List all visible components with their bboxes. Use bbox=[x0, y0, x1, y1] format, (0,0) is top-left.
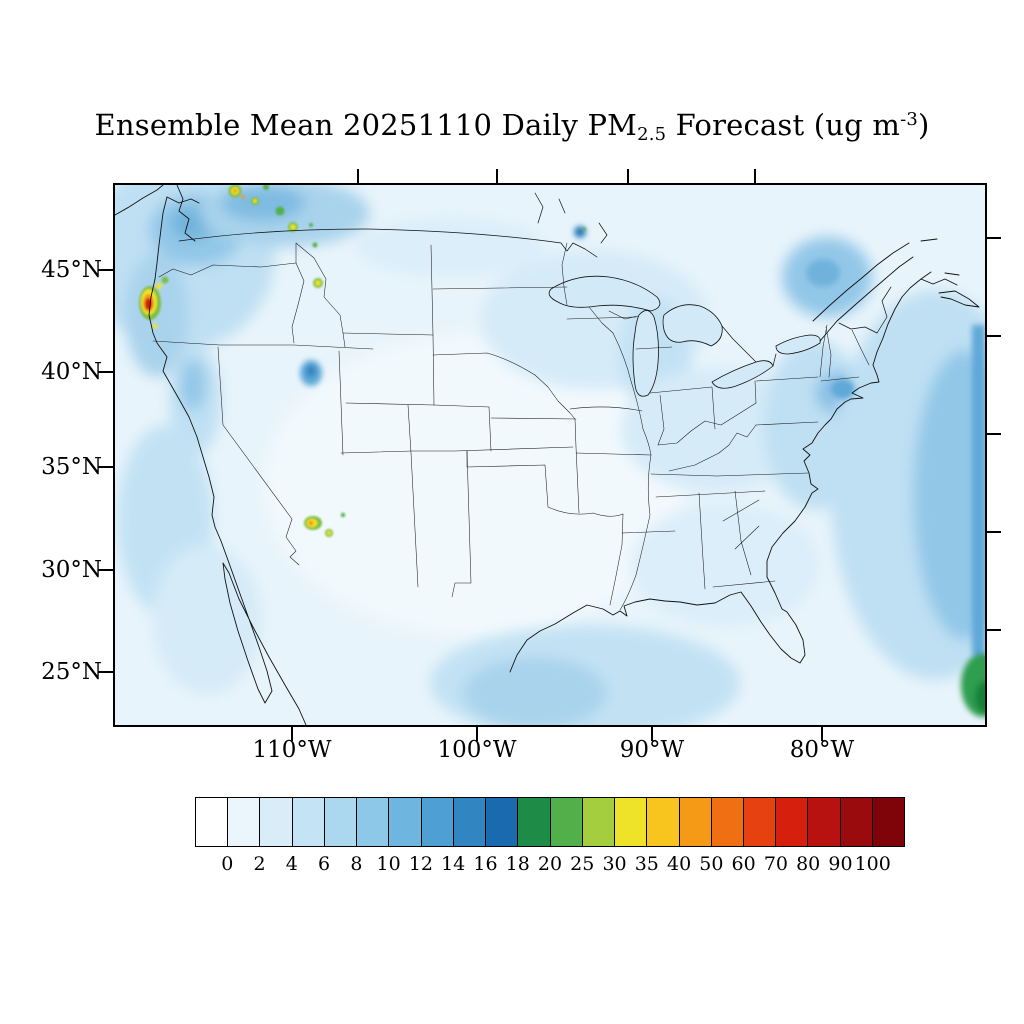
colorbar-cell bbox=[486, 798, 519, 846]
colorbar-cell bbox=[518, 798, 551, 846]
great-lakes bbox=[548, 275, 821, 397]
colorbar-cell bbox=[228, 798, 261, 846]
colorbar-tick-label: 12 bbox=[408, 853, 433, 875]
axis-tick bbox=[986, 335, 1001, 337]
lat-label-25n: 25°N bbox=[41, 659, 102, 685]
axis-tick bbox=[357, 169, 359, 184]
lon-label-80w: 80°W bbox=[789, 737, 855, 763]
colorbar-tick-label: 6 bbox=[318, 853, 331, 875]
colorbar-cell bbox=[324, 798, 358, 846]
lat-label-45n: 45°N bbox=[41, 257, 102, 283]
axis-tick bbox=[821, 726, 823, 741]
colorbar-tick-label: 0 bbox=[221, 853, 234, 875]
axis-tick bbox=[98, 371, 113, 373]
title-subscript: 2.5 bbox=[637, 124, 667, 146]
colorbar-cell bbox=[743, 798, 777, 846]
colorbar-cell bbox=[292, 798, 325, 846]
colorbar-tick-label: 70 bbox=[763, 853, 788, 875]
axis-tick bbox=[754, 169, 756, 184]
colorbar-tick-label: 50 bbox=[699, 853, 724, 875]
axis-tick bbox=[98, 466, 113, 468]
colorbar-cell bbox=[421, 798, 454, 846]
state-borders bbox=[152, 242, 870, 611]
axis-tick bbox=[496, 169, 498, 184]
colorbar-cell bbox=[840, 798, 873, 846]
colorbar-cell bbox=[776, 798, 809, 846]
colorbar-cell bbox=[872, 798, 905, 846]
axis-tick bbox=[986, 629, 1001, 631]
title-text: Ensemble Mean 20251110 Daily PM bbox=[94, 108, 638, 142]
colorbar-tick-label: 100 bbox=[854, 853, 891, 875]
colorbar-cell bbox=[711, 798, 744, 846]
colorbar-tick-label: 35 bbox=[634, 853, 659, 875]
page-title: Ensemble Mean 20251110 Daily PM2.5 Forec… bbox=[0, 108, 1024, 145]
axis-tick bbox=[986, 433, 1001, 435]
map-frame bbox=[113, 183, 987, 727]
axis-tick bbox=[986, 531, 1001, 533]
colorbar-tick-label: 10 bbox=[376, 853, 401, 875]
lat-label-40n: 40°N bbox=[41, 359, 102, 385]
axis-tick bbox=[627, 169, 629, 184]
coastlines bbox=[115, 185, 980, 725]
colorbar-cell bbox=[196, 798, 229, 846]
lon-label-110w: 110°W bbox=[252, 737, 332, 763]
colorbar-tick-label: 60 bbox=[731, 853, 756, 875]
pm-field-washes bbox=[115, 185, 985, 725]
axis-tick bbox=[986, 237, 1001, 239]
colorbar-cell bbox=[679, 798, 712, 846]
colorbar-tick-label: 80 bbox=[796, 853, 821, 875]
colorbar-tick-label: 8 bbox=[350, 853, 363, 875]
colorbar-cell bbox=[357, 798, 390, 846]
colorbar-cell bbox=[647, 798, 680, 846]
lat-label-35n: 35°N bbox=[41, 454, 102, 480]
colorbar-cell bbox=[260, 798, 293, 846]
colorbar-cells bbox=[196, 798, 905, 846]
axis-tick bbox=[98, 269, 113, 271]
colorbar-tick-label: 90 bbox=[828, 853, 853, 875]
lon-label-90w: 90°W bbox=[619, 737, 685, 763]
colorbar-tick-label: 40 bbox=[666, 853, 692, 875]
pm-field-patches bbox=[300, 226, 985, 717]
colorbar-tick-label: 4 bbox=[285, 853, 298, 875]
axis-tick bbox=[476, 726, 478, 741]
colorbar-tick-label: 20 bbox=[537, 853, 563, 875]
colorbar bbox=[195, 797, 905, 847]
colorbar-tick-label: 16 bbox=[473, 853, 498, 875]
title-superscript: -3 bbox=[900, 109, 918, 131]
colorbar-tick-label: 30 bbox=[602, 853, 627, 875]
colorbar-cell bbox=[808, 798, 841, 846]
axis-tick bbox=[291, 726, 293, 741]
axis-tick bbox=[98, 569, 113, 571]
colorbar-tick-label: 18 bbox=[505, 853, 530, 875]
lat-label-30n: 30°N bbox=[41, 557, 102, 583]
colorbar-cell bbox=[550, 798, 583, 846]
colorbar-tick-label: 14 bbox=[441, 853, 466, 875]
colorbar-cell bbox=[582, 798, 616, 846]
colorbar-cell bbox=[389, 798, 422, 846]
lon-label-100w: 100°W bbox=[437, 737, 517, 763]
axis-tick bbox=[98, 671, 113, 673]
axis-tick bbox=[651, 726, 653, 741]
colorbar-labels: 0 2 4 6 8 10 12 14 16 18 20 25 30 35 40 50 60 70 80 90 100 bbox=[195, 853, 905, 879]
title-suffix: ) bbox=[917, 108, 930, 142]
title-middle: Forecast (ug m bbox=[666, 108, 901, 142]
colorbar-tick-label: 2 bbox=[253, 853, 266, 875]
colorbar-cell bbox=[615, 798, 648, 846]
canada-border bbox=[178, 192, 892, 367]
conus-map bbox=[115, 185, 985, 725]
colorbar-cell bbox=[453, 798, 487, 846]
colorbar-tick-label: 25 bbox=[570, 853, 595, 875]
